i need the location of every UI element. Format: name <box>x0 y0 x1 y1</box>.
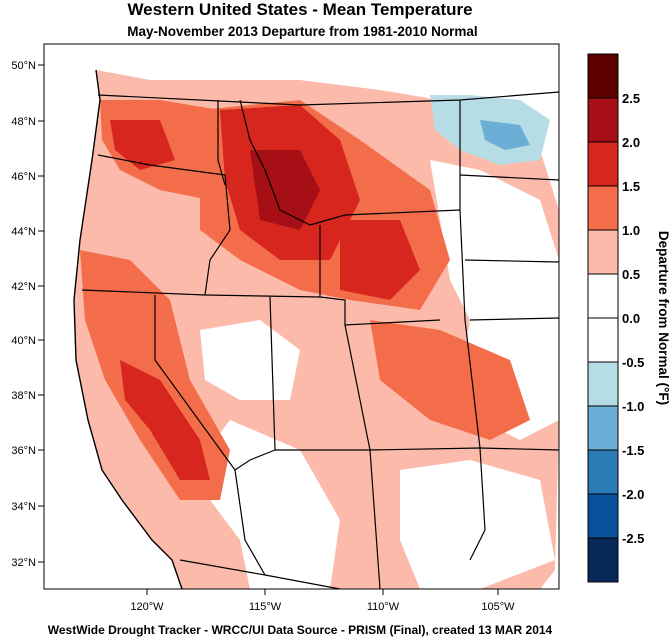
colorbar-box <box>587 537 619 583</box>
map-panel: 50°N 48°N 46°N 44°N 42°N 40°N 38°N 36°N … <box>11 43 560 613</box>
lon-label-120: 120°W <box>130 601 164 613</box>
colorbar-tick-label: -1.5 <box>622 443 644 458</box>
border-az-nm <box>369 449 381 589</box>
lat-label-38: 38°N <box>11 390 36 402</box>
latitude-axis: 50°N 48°N 46°N 44°N 42°N 40°N 38°N 36°N … <box>11 60 44 569</box>
lat-label-48: 48°N <box>11 116 36 128</box>
colorbar-tick-label: 0.5 <box>622 267 640 282</box>
map-frame <box>43 43 560 590</box>
map-footer: WestWide Drought Tracker - WRCC/UI Data … <box>47 623 553 637</box>
lat-label-32: 32°N <box>11 557 36 569</box>
colorbar-tick-label: 1.0 <box>622 223 640 238</box>
colorbar-box <box>587 53 619 99</box>
colorbar-tick-label: -2.0 <box>622 487 644 502</box>
colorbar-box <box>587 361 619 407</box>
pacific-ocean <box>44 44 180 589</box>
border-nv-ut <box>269 296 276 451</box>
colorbar-box <box>587 317 619 363</box>
state-borders <box>81 91 559 589</box>
lat-label-36: 36°N <box>11 445 36 457</box>
colorbar-tick-label: 2.0 <box>622 135 640 150</box>
map-subtitle: May-November 2013 Departure from 1981-20… <box>127 24 478 39</box>
colorbar: 2.5 2.0 1.5 1.0 0.5 0.0 -0.5 -1.0 -1.5 -2.0 -2.5 D… <box>587 53 671 583</box>
colorbar-box <box>587 229 619 275</box>
border-mexico <box>179 559 341 589</box>
border-or-id <box>204 174 231 296</box>
hot-sierra <box>120 360 210 480</box>
lon-label-115: 115°W <box>249 601 282 613</box>
lat-label-40: 40°N <box>11 335 36 347</box>
lat-label-44: 44°N <box>11 226 36 238</box>
border-nd-sd <box>459 174 559 181</box>
colorbar-tick-label: -1.0 <box>622 399 644 414</box>
colorbar-tick-label: 2.5 <box>622 91 640 106</box>
border-wy-east <box>459 209 466 321</box>
colorbar-tick-label: 1.5 <box>622 179 640 194</box>
border-ks-ok <box>479 447 559 451</box>
lat-label-50: 50°N <box>11 60 36 72</box>
colorbar-boxes <box>587 53 619 583</box>
lat-label-46: 46°N <box>11 171 36 183</box>
colorbar-labels: 2.5 2.0 1.5 1.0 0.5 0.0 -0.5 -1.0 -1.5 -2.0 -2.5 <box>622 91 644 546</box>
border-ca-az <box>234 469 266 576</box>
colorbar-box <box>587 273 619 319</box>
lat-label-42: 42°N <box>11 281 36 293</box>
colorbar-box <box>587 405 619 451</box>
colorbar-frame <box>587 53 619 583</box>
colorbar-tick-label: 0.0 <box>622 311 640 326</box>
lat-label-34: 34°N <box>11 501 36 513</box>
border-wy-co-ut <box>319 296 441 326</box>
map-title: Western United States - Mean Temperature <box>127 0 473 19</box>
border-id-mt <box>239 99 311 226</box>
colorbar-title: Departure from Normal (°F) <box>656 231 671 405</box>
colorbar-box <box>587 185 619 231</box>
border-co-nm <box>369 447 481 451</box>
near-normal-new-mexico <box>400 460 555 589</box>
border-co-ks <box>464 319 481 449</box>
border-nm-tx <box>469 447 486 561</box>
border-ca-nv <box>154 295 236 471</box>
border-wa-id <box>217 100 226 186</box>
warm-colorado <box>370 320 530 440</box>
border-ne-ks <box>469 317 559 321</box>
border-sd-ne <box>464 259 559 263</box>
border-mt-wy <box>309 209 461 226</box>
border-canada <box>97 91 559 106</box>
border-id-nv-ut <box>204 294 321 298</box>
colorbar-box <box>587 493 619 539</box>
colorbar-tick-label: -0.5 <box>622 355 644 370</box>
near-normal-southwest <box>200 420 340 589</box>
hot-oregon-cascades <box>110 120 175 170</box>
border-or-ca <box>81 289 206 296</box>
colorbar-box <box>587 449 619 495</box>
lon-label-105: 105°W <box>481 601 515 613</box>
border-wa-or <box>97 154 226 176</box>
hot-wyoming <box>340 220 420 300</box>
border-ut-co <box>344 324 371 451</box>
coastline <box>73 69 183 589</box>
hot-core-idaho <box>250 150 320 230</box>
colorbar-box <box>587 97 619 143</box>
colorbar-box <box>587 141 619 187</box>
colorbar-tick-label: -2.5 <box>622 531 644 546</box>
near-normal-great-basin <box>200 320 300 400</box>
cooler-north-dakota <box>480 120 530 150</box>
border-nv-az <box>234 449 276 471</box>
lon-label-110: 110°W <box>367 601 400 613</box>
longitude-axis: 120°W 115°W 110°W 105°W <box>130 589 515 613</box>
